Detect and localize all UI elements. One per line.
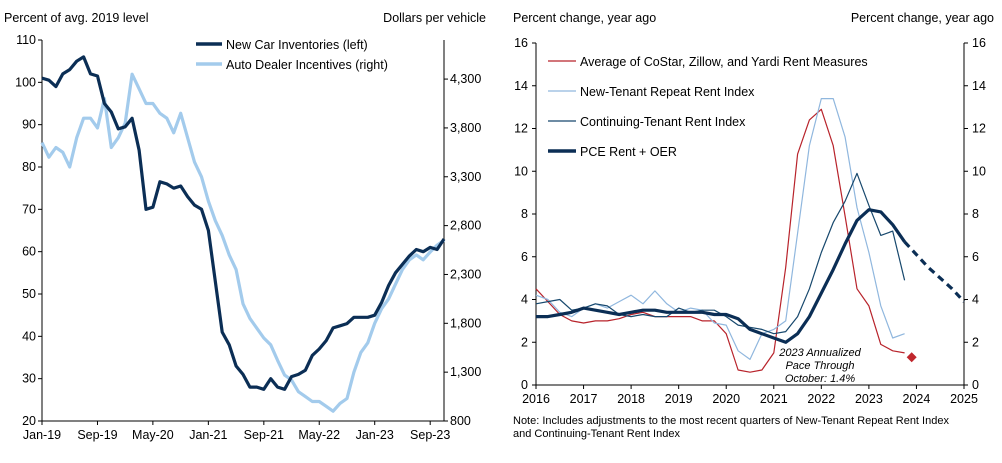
series-line-new-car-inventories-left [41, 55, 446, 391]
annualized-pace-annotation: 2023 Annualized Pace Through October: 1.… [778, 347, 861, 385]
right-y-tick-label: 8 [972, 207, 979, 221]
left-chart-left-axis-title: Percent of avg. 2019 level [4, 11, 149, 25]
x-tick-label: 2018 [617, 392, 645, 406]
x-tick-label: May-22 [298, 428, 340, 442]
right-y-tick-label: 12 [972, 122, 986, 136]
right-y-tick-label: 10 [972, 164, 986, 178]
x-tick-label: Jan-19 [23, 428, 61, 442]
series-line-pce-rent-oer [536, 208, 906, 344]
left-y-tick-label: 60 [22, 245, 36, 259]
left-y-tick-label: 12 [514, 122, 528, 136]
legend-label-pce-rent-oer: PCE Rent + OER [580, 145, 677, 159]
legend-label-new-car-inventories: New Car Inventories (left) [226, 38, 368, 52]
legend-label-continuing-tenant-index: Continuing-Tenant Rent Index [580, 115, 746, 129]
left-y-tick-label: 100 [15, 75, 36, 89]
right-chart-legend: Average of CoStar, Zillow, and Yardi Ren… [548, 55, 868, 159]
x-tick-label: 2019 [665, 392, 693, 406]
x-tick-label: 2023 [855, 392, 883, 406]
right-chart-left-axis-title: Percent change, year ago [513, 11, 656, 25]
left-y-tick-label: 6 [521, 250, 528, 264]
x-tick-label: Sep-23 [410, 428, 450, 442]
left-chart-right-ticks: 800 1,300 1,800 2,300 2,800 3,300 3,800 4,300 [444, 72, 481, 428]
right-chart-right-ticks: 0 2 4 6 8 10 12 14 16 [964, 36, 986, 392]
left-y-tick-label: 10 [514, 164, 528, 178]
right-y-tick-label: 3,300 [450, 170, 481, 184]
chart-note-line-1: Note: Includes adjustments to the most r… [513, 415, 949, 427]
right-chart-right-axis-title: Percent change, year ago [851, 11, 994, 25]
left-chart-left-ticks: 20 30 40 50 60 70 80 90 100 110 [15, 33, 42, 428]
right-chart-left-ticks: 0 2 4 6 8 10 12 14 16 [514, 36, 536, 392]
x-tick-label: 2022 [807, 392, 835, 406]
x-tick-label: Sep-21 [244, 428, 284, 442]
right-y-tick-label: 1,800 [450, 316, 481, 330]
right-y-tick-label: 3,800 [450, 121, 481, 135]
right-y-tick-label: 1,300 [450, 365, 481, 379]
series-line-pce-rent-oer-forecast [903, 240, 966, 303]
right-y-tick-label: 4,300 [450, 72, 481, 86]
series-line-auto-dealer-incentives-right [40, 72, 445, 413]
legend-label-new-tenant-index: New-Tenant Repeat Rent Index [580, 85, 755, 99]
right-y-tick-label: 0 [972, 378, 979, 392]
left-chart-series [40, 55, 446, 413]
left-chart-legend: New Car Inventories (left) Auto Dealer I… [196, 38, 388, 72]
right-y-tick-label: 4 [972, 293, 979, 307]
annotation-line-2: Pace Through [785, 360, 854, 372]
right-y-tick-label: 2,300 [450, 267, 481, 281]
left-y-tick-label: 8 [521, 207, 528, 221]
left-y-tick-label: 2 [521, 335, 528, 349]
right-y-tick-label: 14 [972, 79, 986, 93]
left-y-tick-label: 4 [521, 293, 528, 307]
left-y-tick-label: 50 [22, 287, 36, 301]
left-y-tick-label: 16 [514, 36, 528, 50]
left-y-tick-label: 80 [22, 160, 36, 174]
left-chart-x-ticks: Jan-19 Sep-19 May-20 Jan-21 Sep-21 May-22 Jan-… [23, 421, 450, 442]
annualized-pace-marker [906, 352, 917, 363]
annotation-line-1: 2023 Annualized [778, 347, 861, 359]
legend-label-average-rent-measures: Average of CoStar, Zillow, and Yardi Ren… [580, 55, 868, 69]
x-tick-label: 2025 [950, 392, 978, 406]
x-tick-label: Jan-23 [356, 428, 394, 442]
x-tick-label: 2024 [903, 392, 931, 406]
left-chart-right-axis-title: Dollars per vehicle [383, 11, 486, 25]
left-y-tick-label: 110 [16, 33, 36, 47]
right-y-tick-label: 6 [972, 250, 979, 264]
x-tick-label: 2020 [712, 392, 740, 406]
left-y-tick-label: 40 [22, 329, 36, 343]
x-tick-label: 2017 [570, 392, 598, 406]
series-line-new-tenant-repeat-rent-index [535, 97, 905, 360]
right-y-tick-label: 2 [972, 335, 979, 349]
left-chart: Percent of avg. 2019 level Dollars per v… [4, 11, 486, 442]
left-y-tick-label: 20 [22, 414, 36, 428]
x-tick-label: Jan-21 [189, 428, 227, 442]
chart-note-line-2: and Continuing-Tenant Rent Index [513, 428, 680, 440]
legend-label-auto-dealer-incentives: Auto Dealer Incentives (right) [226, 58, 388, 72]
x-tick-label: May-20 [132, 428, 174, 442]
left-y-tick-label: 30 [22, 372, 36, 386]
right-y-tick-label: 2,800 [450, 219, 481, 233]
x-tick-label: Sep-19 [77, 428, 117, 442]
right-chart-series [535, 97, 966, 373]
left-y-tick-label: 14 [514, 79, 528, 93]
left-y-tick-label: 90 [22, 118, 36, 132]
x-tick-label: 2021 [760, 392, 788, 406]
x-tick-label: 2016 [522, 392, 550, 406]
right-chart-x-ticks: 2016 2017 2018 2019 2020 2021 2022 2023 2024 2025 [522, 385, 978, 406]
right-chart: Percent change, year ago Percent change,… [513, 11, 994, 440]
annotation-line-3: October: 1.4% [785, 373, 856, 385]
right-y-tick-label: 16 [972, 36, 986, 50]
left-y-tick-label: 70 [22, 202, 36, 216]
right-y-tick-label: 800 [450, 414, 471, 428]
left-y-tick-label: 0 [521, 378, 528, 392]
